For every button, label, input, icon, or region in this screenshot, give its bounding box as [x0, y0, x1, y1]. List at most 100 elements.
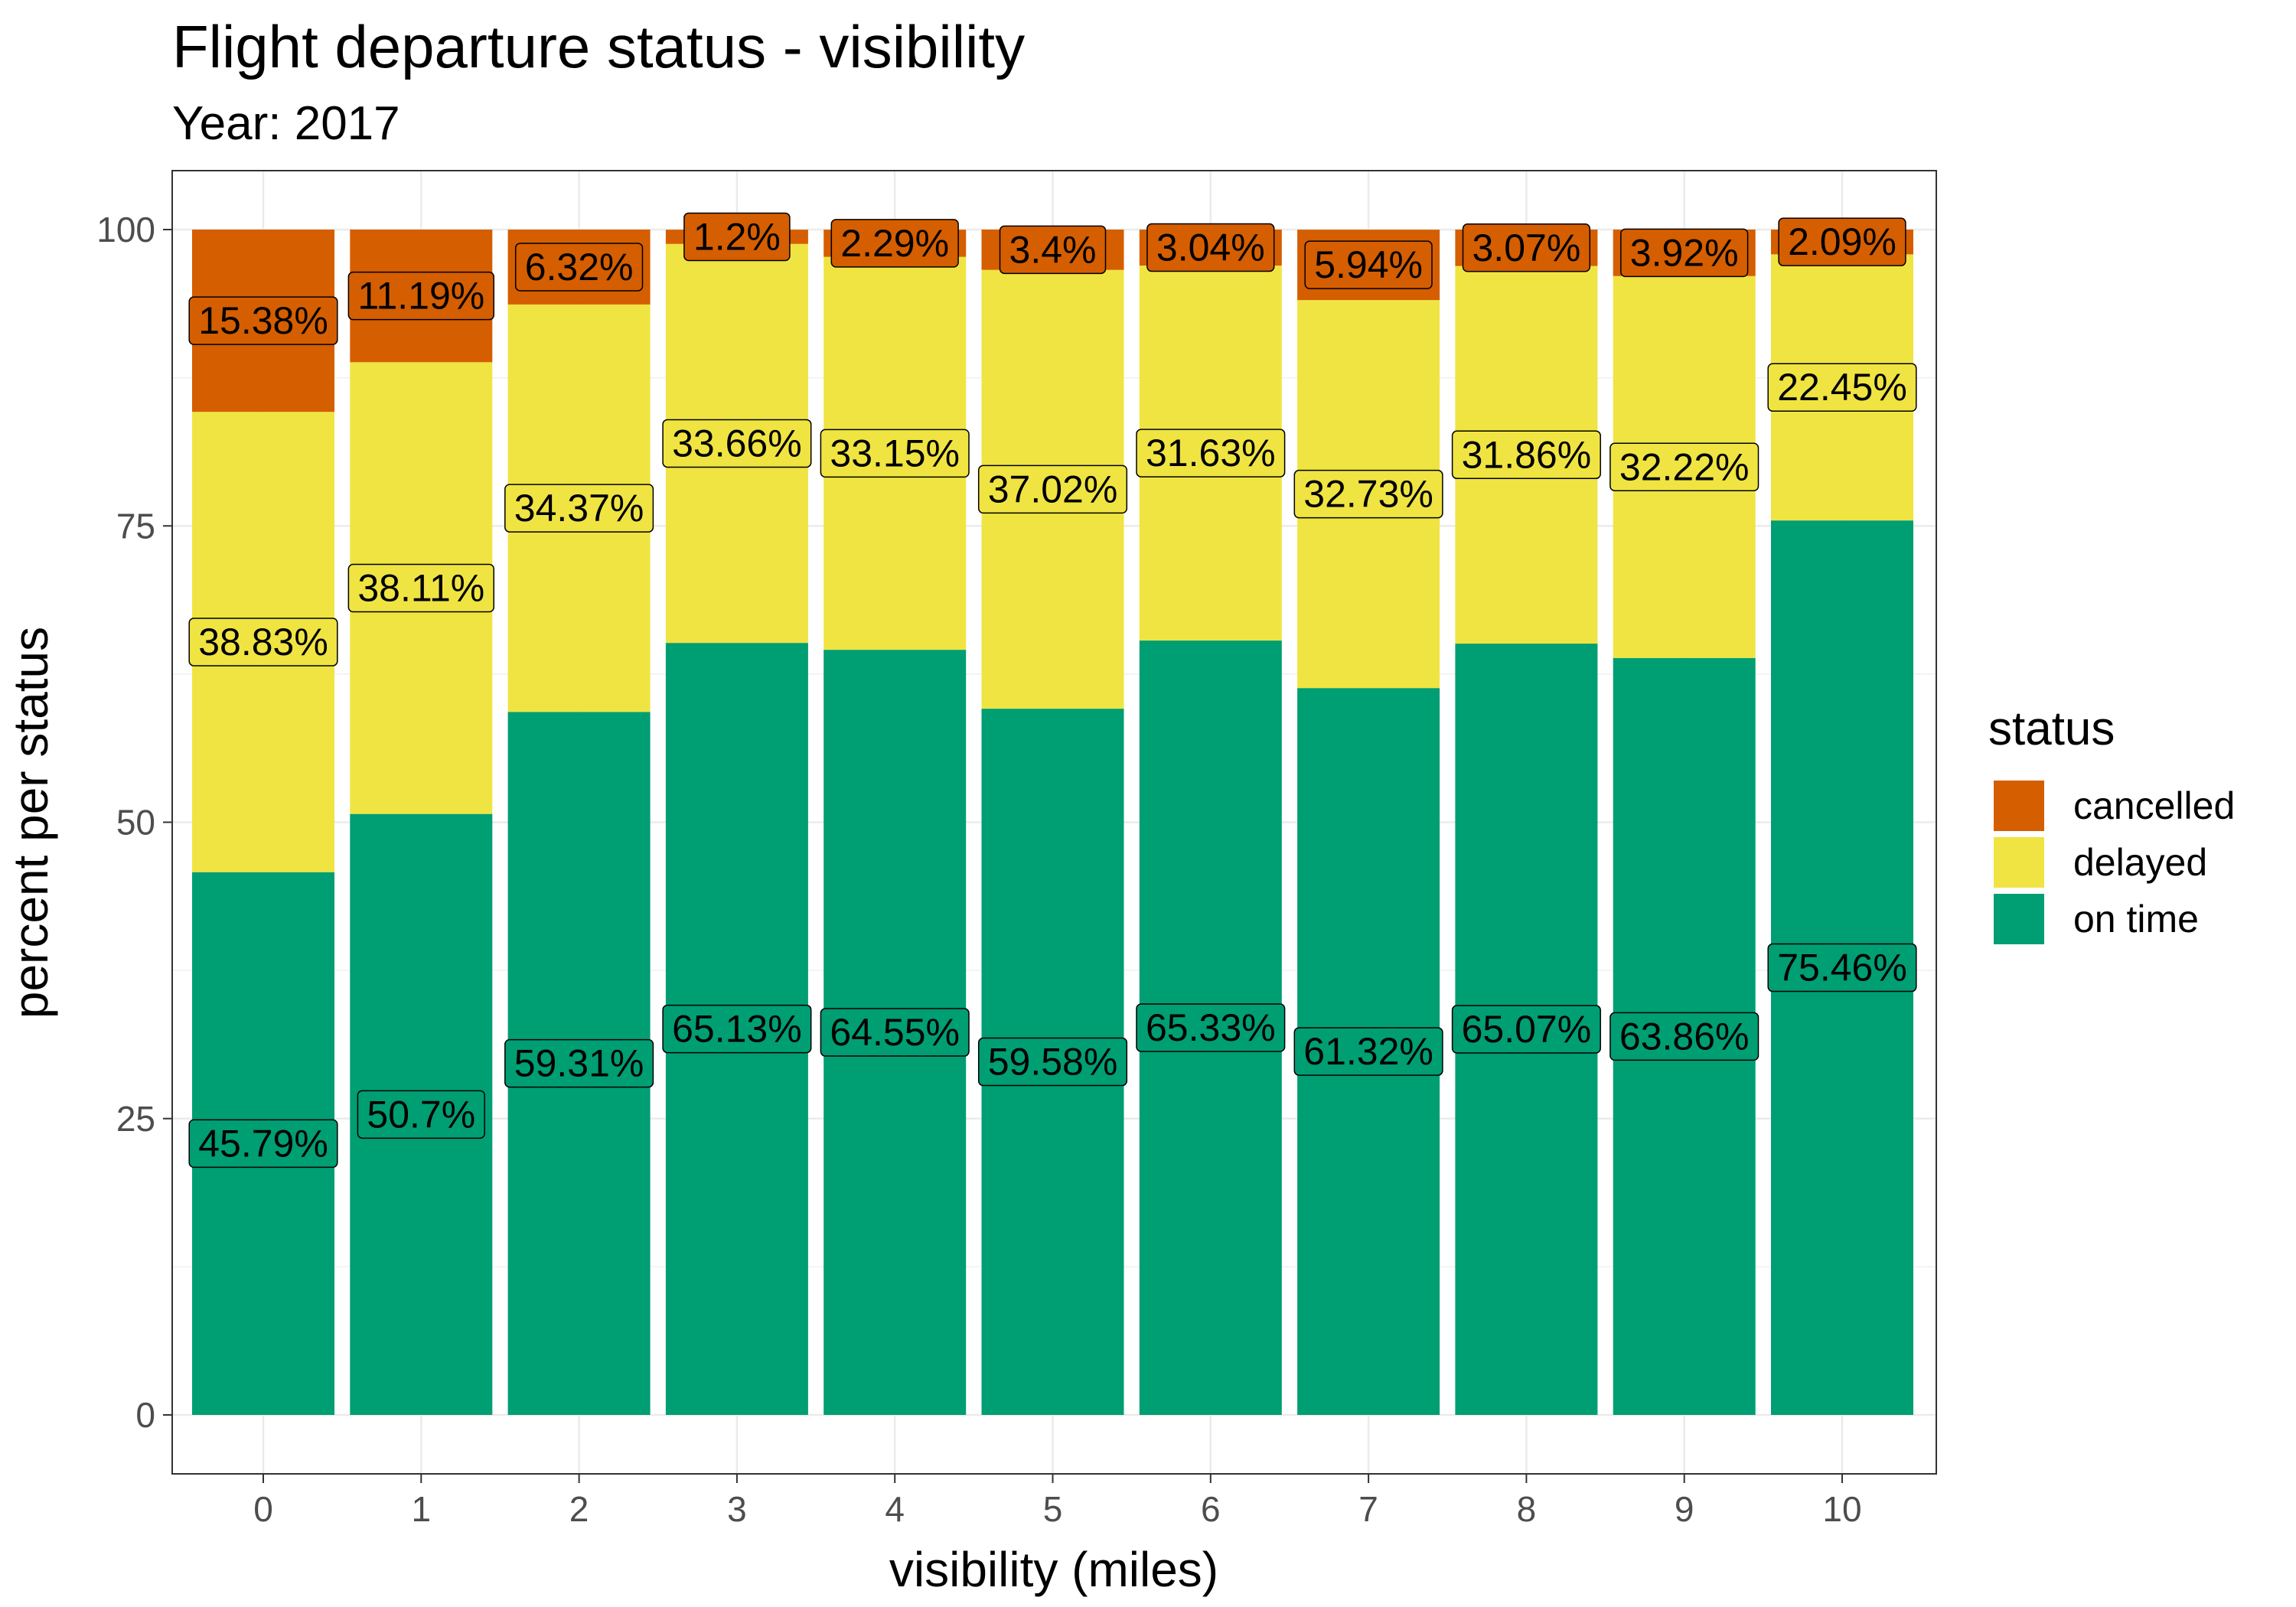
data-label: 3.92%	[1630, 231, 1739, 274]
data-label-box	[1767, 363, 1917, 412]
data-label-box	[514, 243, 644, 292]
data-label-box	[357, 1090, 485, 1139]
data-label-box	[504, 1038, 654, 1088]
x-tick-label: 7	[1358, 1489, 1378, 1529]
data-label-box	[1136, 429, 1286, 478]
data-label-group: 32.73%	[1293, 469, 1443, 519]
data-label-box	[1304, 240, 1433, 289]
x-tick-label: 6	[1201, 1489, 1221, 1529]
data-label: 33.66%	[672, 422, 802, 464]
data-label-group: 31.63%	[1136, 429, 1286, 478]
data-label-group: 59.58%	[977, 1037, 1128, 1087]
chart-title: Flight departure status - visibility	[172, 13, 1025, 80]
data-label-box	[662, 419, 812, 468]
data-label: 38.11%	[357, 566, 484, 609]
data-label-group: 31.86%	[1451, 430, 1601, 480]
x-tick-label: 10	[1822, 1489, 1861, 1529]
x-axis-title: visibility (miles)	[889, 1542, 1218, 1597]
data-label-group: 34.37%	[504, 484, 654, 533]
data-label-box	[1778, 217, 1906, 266]
data-label-group: 3.07%	[1462, 223, 1591, 272]
axes: 0 25 50 75 100 0 1 2 3 4 5 6 7 8 9 10	[96, 210, 1861, 1529]
legend-label: cancelled	[2073, 784, 2235, 827]
data-label-group: 6.32%	[514, 243, 644, 292]
y-tick-label: 0	[135, 1395, 155, 1435]
data-label-box	[683, 212, 791, 262]
data-label-box	[1293, 1027, 1443, 1076]
data-label: 59.31%	[514, 1042, 644, 1085]
data-labels: 45.79% 38.83% 15.38% 50.7% 38.11% 11.19% 59.31…	[188, 212, 1917, 1169]
data-label-group: 50.7%	[357, 1090, 485, 1139]
data-label-group: 3.4%	[999, 225, 1107, 275]
x-tick-label: 5	[1043, 1489, 1063, 1529]
legend-key	[1994, 781, 2044, 831]
data-label: 38.83%	[198, 621, 328, 663]
data-label-box	[820, 429, 970, 478]
data-label: 65.33%	[1146, 1006, 1276, 1049]
data-label-group: 38.83%	[188, 618, 338, 667]
data-label: 3.04%	[1156, 227, 1265, 269]
data-label-box	[820, 1008, 970, 1057]
data-label-box	[1293, 469, 1443, 519]
data-label: 31.63%	[1146, 432, 1276, 474]
data-label: 65.13%	[672, 1008, 802, 1051]
data-label: 61.32%	[1303, 1030, 1433, 1073]
x-tick-label: 3	[727, 1489, 747, 1529]
data-label-group: 65.07%	[1451, 1005, 1601, 1054]
legend-key	[1994, 894, 2044, 944]
data-label-box	[1609, 1012, 1760, 1061]
data-label: 64.55%	[830, 1011, 960, 1054]
data-label: 11.19%	[357, 275, 484, 318]
data-label-group: 22.45%	[1767, 363, 1917, 412]
data-label-box	[830, 219, 959, 268]
x-tick-label: 0	[253, 1489, 273, 1529]
x-tick-label: 1	[412, 1489, 432, 1529]
data-label-box	[1609, 442, 1760, 492]
data-label-box	[999, 225, 1107, 275]
x-tick-label: 8	[1517, 1489, 1537, 1529]
y-tick-label: 100	[96, 210, 155, 249]
data-label: 75.46%	[1777, 947, 1907, 989]
bars	[192, 230, 1913, 1416]
x-tick-label: 4	[885, 1489, 905, 1529]
data-label: 63.86%	[1619, 1015, 1750, 1058]
data-label-box	[347, 563, 494, 613]
y-tick-label: 75	[116, 506, 155, 546]
data-label-group: 2.09%	[1778, 217, 1906, 266]
legend-title: status	[1988, 702, 2115, 755]
data-label-group: 3.04%	[1146, 223, 1275, 272]
data-label-box	[1462, 223, 1591, 272]
legend-key	[1994, 837, 2044, 888]
data-label: 2.29%	[840, 222, 949, 265]
data-label-group: 45.79%	[188, 1119, 338, 1169]
legend: status cancelled delayed on time	[1988, 702, 2235, 944]
data-label-group: 11.19%	[347, 271, 494, 321]
data-label-group: 2.29%	[830, 219, 959, 268]
data-label: 32.22%	[1619, 445, 1750, 488]
y-tick-label: 50	[116, 803, 155, 843]
data-label-group: 1.2%	[683, 212, 791, 262]
x-tick-label: 9	[1675, 1489, 1694, 1529]
data-label: 3.4%	[1009, 228, 1097, 271]
data-label-box	[504, 484, 654, 533]
data-label: 1.2%	[693, 215, 781, 258]
data-label: 3.07%	[1473, 227, 1581, 269]
data-label-box	[188, 296, 338, 345]
data-label: 2.09%	[1788, 220, 1896, 263]
data-label: 31.86%	[1462, 433, 1592, 476]
y-axis-title: percent per status	[3, 627, 58, 1019]
data-label-group: 15.38%	[188, 296, 338, 345]
data-label-box	[977, 1037, 1128, 1087]
data-label-group: 75.46%	[1767, 943, 1917, 993]
data-label-group: 3.92%	[1620, 228, 1749, 278]
data-label-box	[188, 1119, 338, 1169]
data-label: 32.73%	[1303, 473, 1433, 516]
data-label-group: 33.66%	[662, 419, 812, 468]
data-label-box	[1136, 1003, 1286, 1052]
data-label-group: 33.15%	[820, 429, 970, 478]
data-label: 6.32%	[525, 246, 634, 288]
data-label-group: 63.86%	[1609, 1012, 1760, 1061]
data-label: 50.7%	[367, 1093, 475, 1136]
data-label-box	[347, 271, 494, 321]
